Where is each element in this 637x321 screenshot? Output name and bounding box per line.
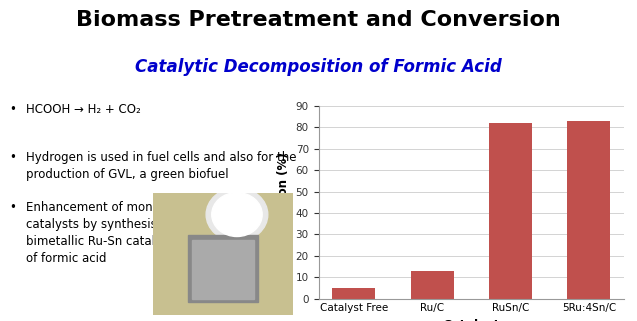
Y-axis label: Conversion (%): Conversion (%) [277,152,290,253]
Text: •: • [9,201,16,214]
Bar [489,123,532,299]
Bar [192,240,254,299]
Text: HCOOH → H₂ + CO₂: HCOOH → H₂ + CO₂ [26,103,141,116]
Bar [411,271,454,299]
Text: Catalytic Decomposition of Formic Acid: Catalytic Decomposition of Formic Acid [135,58,502,76]
Text: •: • [9,103,16,116]
Bar [568,121,610,299]
Text: Enhancement of mono-metallic ruthenium
catalysts by synthesis of highly active
b: Enhancement of mono-metallic ruthenium c… [26,201,290,265]
X-axis label: Catalyst: Catalyst [443,319,500,321]
Text: •: • [9,151,16,164]
Text: Biomass Pretreatment and Conversion: Biomass Pretreatment and Conversion [76,10,561,30]
Text: Hydrogen is used in fuel cells and also for the
production of GVL, a green biofu: Hydrogen is used in fuel cells and also … [26,151,297,181]
Bar [333,288,375,299]
Circle shape [206,188,268,241]
Bar [188,235,258,302]
Circle shape [211,193,262,237]
